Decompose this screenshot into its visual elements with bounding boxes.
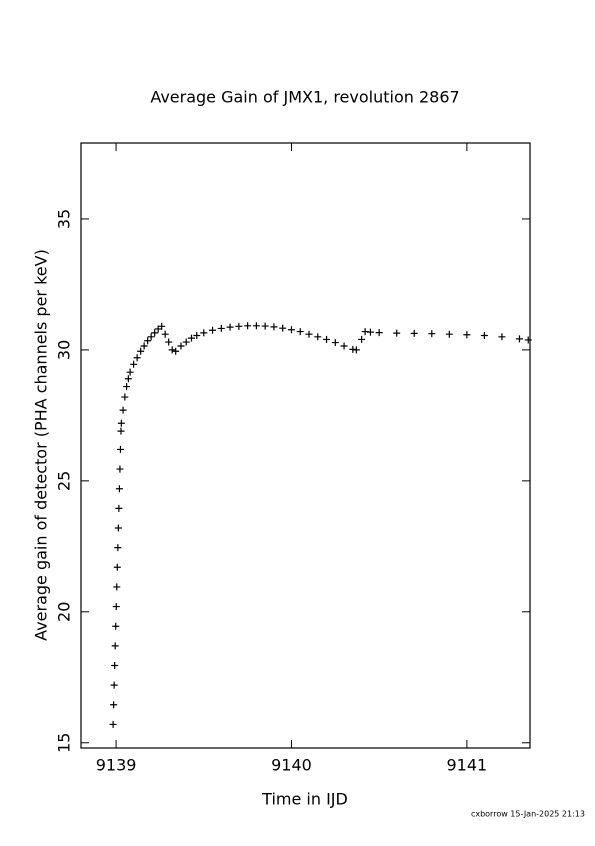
point	[172, 347, 180, 355]
point	[279, 324, 287, 332]
x-tick-label: 9141	[447, 756, 488, 775]
point	[109, 720, 117, 728]
point	[375, 329, 383, 337]
x-tick-label: 9139	[96, 756, 137, 775]
plot-frame	[80, 142, 531, 749]
point	[115, 485, 123, 493]
point	[165, 338, 173, 346]
point	[147, 333, 155, 341]
point	[117, 419, 125, 427]
point	[252, 322, 260, 330]
point	[410, 329, 418, 337]
point	[111, 662, 119, 669]
point	[126, 368, 134, 376]
point	[209, 326, 217, 334]
point	[463, 331, 471, 339]
point	[515, 335, 523, 343]
point	[113, 583, 121, 591]
point	[154, 325, 162, 333]
point	[480, 332, 488, 339]
point	[158, 322, 166, 330]
point	[161, 330, 169, 338]
point	[187, 334, 195, 342]
point	[111, 642, 119, 650]
point	[113, 563, 121, 571]
point	[193, 332, 201, 339]
point	[235, 322, 243, 330]
point	[114, 544, 122, 552]
point	[168, 346, 176, 354]
point	[314, 333, 322, 341]
point	[331, 339, 339, 347]
point	[200, 329, 208, 337]
point	[112, 622, 120, 630]
point	[261, 322, 269, 330]
point	[340, 342, 348, 350]
footer: cxborrow 15-Jan-2025 21:13	[471, 810, 585, 819]
y-tick-label: 25	[55, 471, 74, 491]
point	[140, 342, 148, 350]
point	[130, 360, 138, 368]
point	[137, 347, 145, 355]
y-axis-label: Average gain of detector (PHA channels p…	[32, 249, 51, 641]
point	[244, 322, 252, 330]
point	[226, 323, 234, 331]
point	[177, 342, 185, 350]
point	[182, 338, 190, 346]
point	[151, 329, 159, 337]
point	[115, 504, 123, 512]
point	[352, 346, 360, 354]
point	[119, 406, 127, 414]
point	[323, 335, 331, 343]
point	[110, 701, 118, 709]
point	[116, 465, 124, 473]
point	[358, 335, 366, 343]
y-tick-label: 20	[55, 602, 74, 622]
point	[124, 375, 132, 383]
point	[217, 324, 225, 332]
point	[133, 354, 141, 362]
point	[428, 330, 436, 338]
y-tick-label: 30	[55, 340, 74, 360]
point	[270, 323, 278, 331]
point	[445, 330, 453, 338]
point	[366, 328, 374, 336]
point	[116, 445, 124, 453]
point	[121, 393, 129, 401]
y-tick-label: 35	[55, 209, 74, 229]
point	[498, 333, 506, 341]
point	[114, 524, 122, 532]
point	[524, 336, 532, 344]
x-tick-label: 9140	[271, 756, 312, 775]
chart-title: Average Gain of JMX1, revolution 2867	[150, 88, 459, 107]
point	[144, 337, 152, 345]
point	[117, 427, 125, 435]
point	[393, 329, 401, 337]
point	[123, 383, 131, 391]
y-tick-label: 15	[55, 733, 74, 753]
point	[287, 326, 295, 334]
point	[305, 330, 313, 338]
point	[296, 328, 304, 336]
x-axis-label: Time in IJD	[261, 790, 348, 809]
point	[112, 603, 120, 611]
point	[110, 681, 118, 689]
